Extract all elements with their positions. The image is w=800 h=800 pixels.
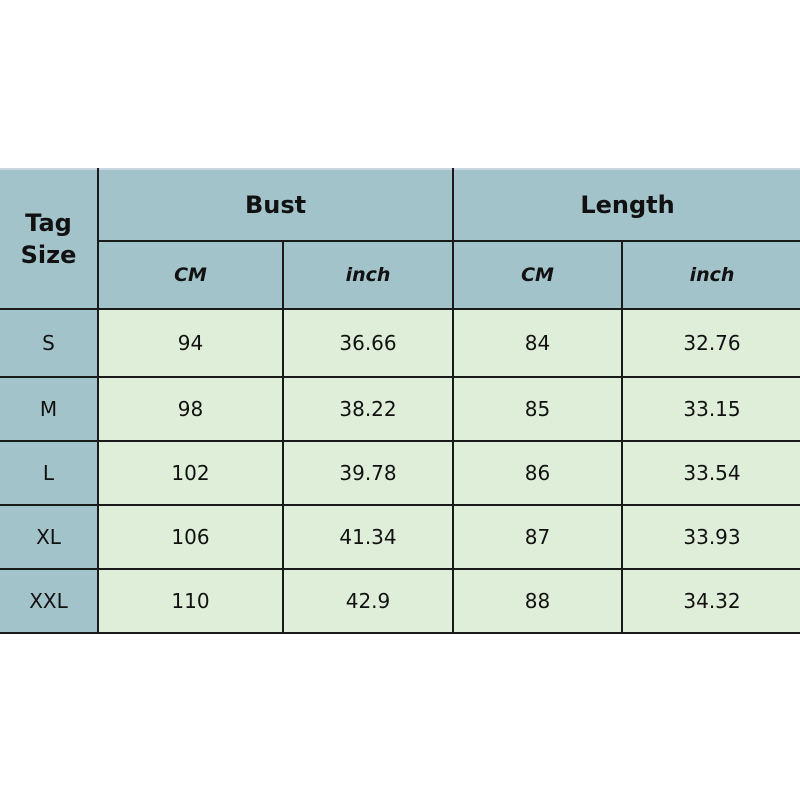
- length-inch-cell: 33.15: [621, 376, 800, 442]
- length-cm-header: CM: [452, 240, 624, 310]
- length-inch-cell: 34.32: [621, 568, 800, 634]
- bust-inch-header: inch: [281, 240, 455, 310]
- size-cell: S: [0, 308, 99, 378]
- length-inch-header: inch: [621, 240, 800, 310]
- bust-header: Bust: [96, 168, 455, 242]
- size-chart-table: Tag Size Bust Length CM inch CM inch S 9…: [0, 168, 800, 634]
- length-cm-cell: 88: [452, 568, 624, 634]
- table-row: S 94 36.66 84 32.76: [0, 308, 800, 378]
- bust-cm-cell: 98: [97, 376, 284, 442]
- length-inch-cell: 33.93: [621, 504, 800, 570]
- table-row: XL 106 41.34 87 33.93: [0, 504, 800, 570]
- length-inch-cell: 33.54: [621, 440, 800, 506]
- length-cm-cell: 84: [452, 308, 624, 378]
- length-header: Length: [452, 168, 800, 242]
- bust-inch-cell: 42.9: [281, 568, 455, 634]
- bust-inch-cell: 36.66: [281, 308, 455, 378]
- table-row: XXL 110 42.9 88 34.32: [0, 568, 800, 634]
- length-cm-cell: 85: [452, 376, 624, 442]
- table-row: M 98 38.22 85 33.15: [0, 376, 800, 442]
- bust-cm-cell: 102: [97, 440, 284, 506]
- bust-inch-cell: 41.34: [281, 504, 455, 570]
- size-cell: XXL: [0, 568, 99, 634]
- bust-cm-header: CM: [98, 240, 284, 310]
- length-cm-cell: 87: [452, 504, 624, 570]
- table-row: L 102 39.78 86 33.54: [0, 440, 800, 506]
- bust-cm-cell: 94: [97, 308, 284, 378]
- size-cell: L: [0, 440, 99, 506]
- bust-inch-cell: 38.22: [281, 376, 455, 442]
- length-cm-cell: 86: [452, 440, 624, 506]
- size-cell: XL: [0, 504, 99, 570]
- size-cell: M: [0, 376, 99, 442]
- bust-inch-cell: 39.78: [281, 440, 455, 506]
- bust-cm-cell: 110: [97, 568, 284, 634]
- length-inch-cell: 32.76: [621, 308, 800, 378]
- bust-cm-cell: 106: [97, 504, 284, 570]
- tag-size-header: Tag Size: [0, 168, 99, 310]
